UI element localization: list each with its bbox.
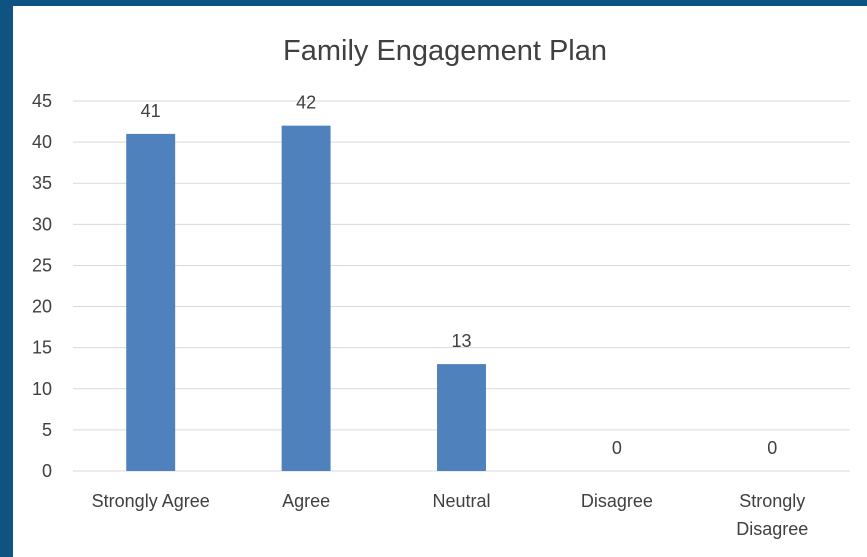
bar [281,125,331,472]
data-label: 42 [296,93,316,113]
bar [126,133,176,471]
y-tick-label: 30 [32,214,52,234]
data-label: 0 [767,438,777,458]
y-tick-label: 0 [42,461,52,481]
x-category-label: Strongly Agree [92,491,210,511]
bars [126,125,486,472]
data-label: 0 [612,438,622,458]
y-tick-label: 45 [32,91,52,111]
y-tick-label: 20 [32,297,52,317]
x-category-label: Disagree [581,491,653,511]
x-category-label: Agree [282,491,330,511]
x-category-label: Neutral [432,491,490,511]
y-axis-ticks: 0 5 10 15 20 25 30 35 40 45 [32,91,52,481]
y-tick-label: 35 [32,173,52,193]
y-tick-label: 15 [32,338,52,358]
chart-title: Family Engagement Plan [283,35,607,67]
y-tick-label: 10 [32,379,52,399]
y-tick-label: 25 [32,255,52,275]
data-labels: 41 42 13 0 0 [141,93,778,458]
data-label: 41 [141,101,161,121]
y-tick-label: 5 [42,420,52,440]
x-category-label: Disagree [736,519,808,539]
bar [437,364,486,471]
data-label: 13 [451,331,471,351]
x-category-label: Strongly [739,491,805,511]
x-axis-categories: Strongly Agree Agree Neutral Disagree Strong… [92,491,809,539]
y-tick-label: 40 [32,132,52,152]
